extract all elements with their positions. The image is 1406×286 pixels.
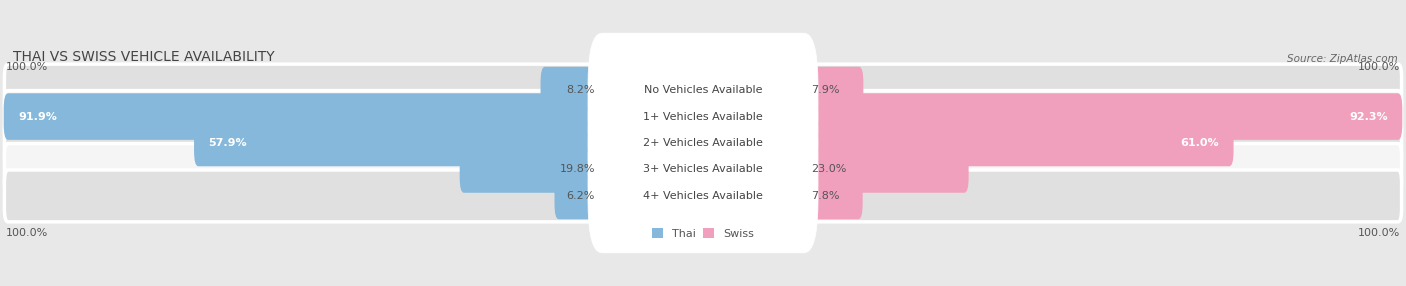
FancyBboxPatch shape [800, 67, 863, 113]
FancyBboxPatch shape [194, 120, 606, 166]
FancyBboxPatch shape [588, 60, 818, 173]
Text: 2+ Vehicles Available: 2+ Vehicles Available [643, 138, 763, 148]
Text: 100.0%: 100.0% [1358, 228, 1400, 238]
FancyBboxPatch shape [800, 173, 863, 219]
Text: 4+ Vehicles Available: 4+ Vehicles Available [643, 191, 763, 201]
FancyBboxPatch shape [4, 170, 1402, 222]
FancyBboxPatch shape [554, 173, 606, 219]
FancyBboxPatch shape [4, 93, 606, 140]
FancyBboxPatch shape [4, 91, 1402, 142]
Text: 23.0%: 23.0% [811, 164, 846, 174]
Text: 1+ Vehicles Available: 1+ Vehicles Available [643, 112, 763, 122]
Text: 6.2%: 6.2% [567, 191, 595, 201]
FancyBboxPatch shape [800, 120, 1233, 166]
FancyBboxPatch shape [588, 113, 818, 226]
Text: 7.9%: 7.9% [811, 85, 839, 95]
Text: 61.0%: 61.0% [1180, 138, 1219, 148]
FancyBboxPatch shape [4, 64, 1402, 116]
Legend: Thai, Swiss: Thai, Swiss [648, 224, 758, 243]
FancyBboxPatch shape [540, 67, 606, 113]
FancyBboxPatch shape [588, 139, 818, 253]
Text: 92.3%: 92.3% [1348, 112, 1388, 122]
Text: 7.8%: 7.8% [811, 191, 839, 201]
Text: 100.0%: 100.0% [6, 228, 48, 238]
FancyBboxPatch shape [460, 146, 606, 193]
Text: 91.9%: 91.9% [18, 112, 58, 122]
Text: 100.0%: 100.0% [6, 61, 48, 72]
Text: 3+ Vehicles Available: 3+ Vehicles Available [643, 164, 763, 174]
Text: 57.9%: 57.9% [208, 138, 247, 148]
FancyBboxPatch shape [588, 86, 818, 200]
Text: Source: ZipAtlas.com: Source: ZipAtlas.com [1286, 53, 1398, 63]
FancyBboxPatch shape [4, 144, 1402, 195]
Text: 19.8%: 19.8% [560, 164, 595, 174]
FancyBboxPatch shape [800, 146, 969, 193]
Text: 100.0%: 100.0% [1358, 61, 1400, 72]
FancyBboxPatch shape [588, 33, 818, 147]
Text: No Vehicles Available: No Vehicles Available [644, 85, 762, 95]
Text: 8.2%: 8.2% [567, 85, 595, 95]
FancyBboxPatch shape [800, 93, 1402, 140]
FancyBboxPatch shape [4, 117, 1402, 169]
Text: THAI VS SWISS VEHICLE AVAILABILITY: THAI VS SWISS VEHICLE AVAILABILITY [13, 49, 274, 63]
